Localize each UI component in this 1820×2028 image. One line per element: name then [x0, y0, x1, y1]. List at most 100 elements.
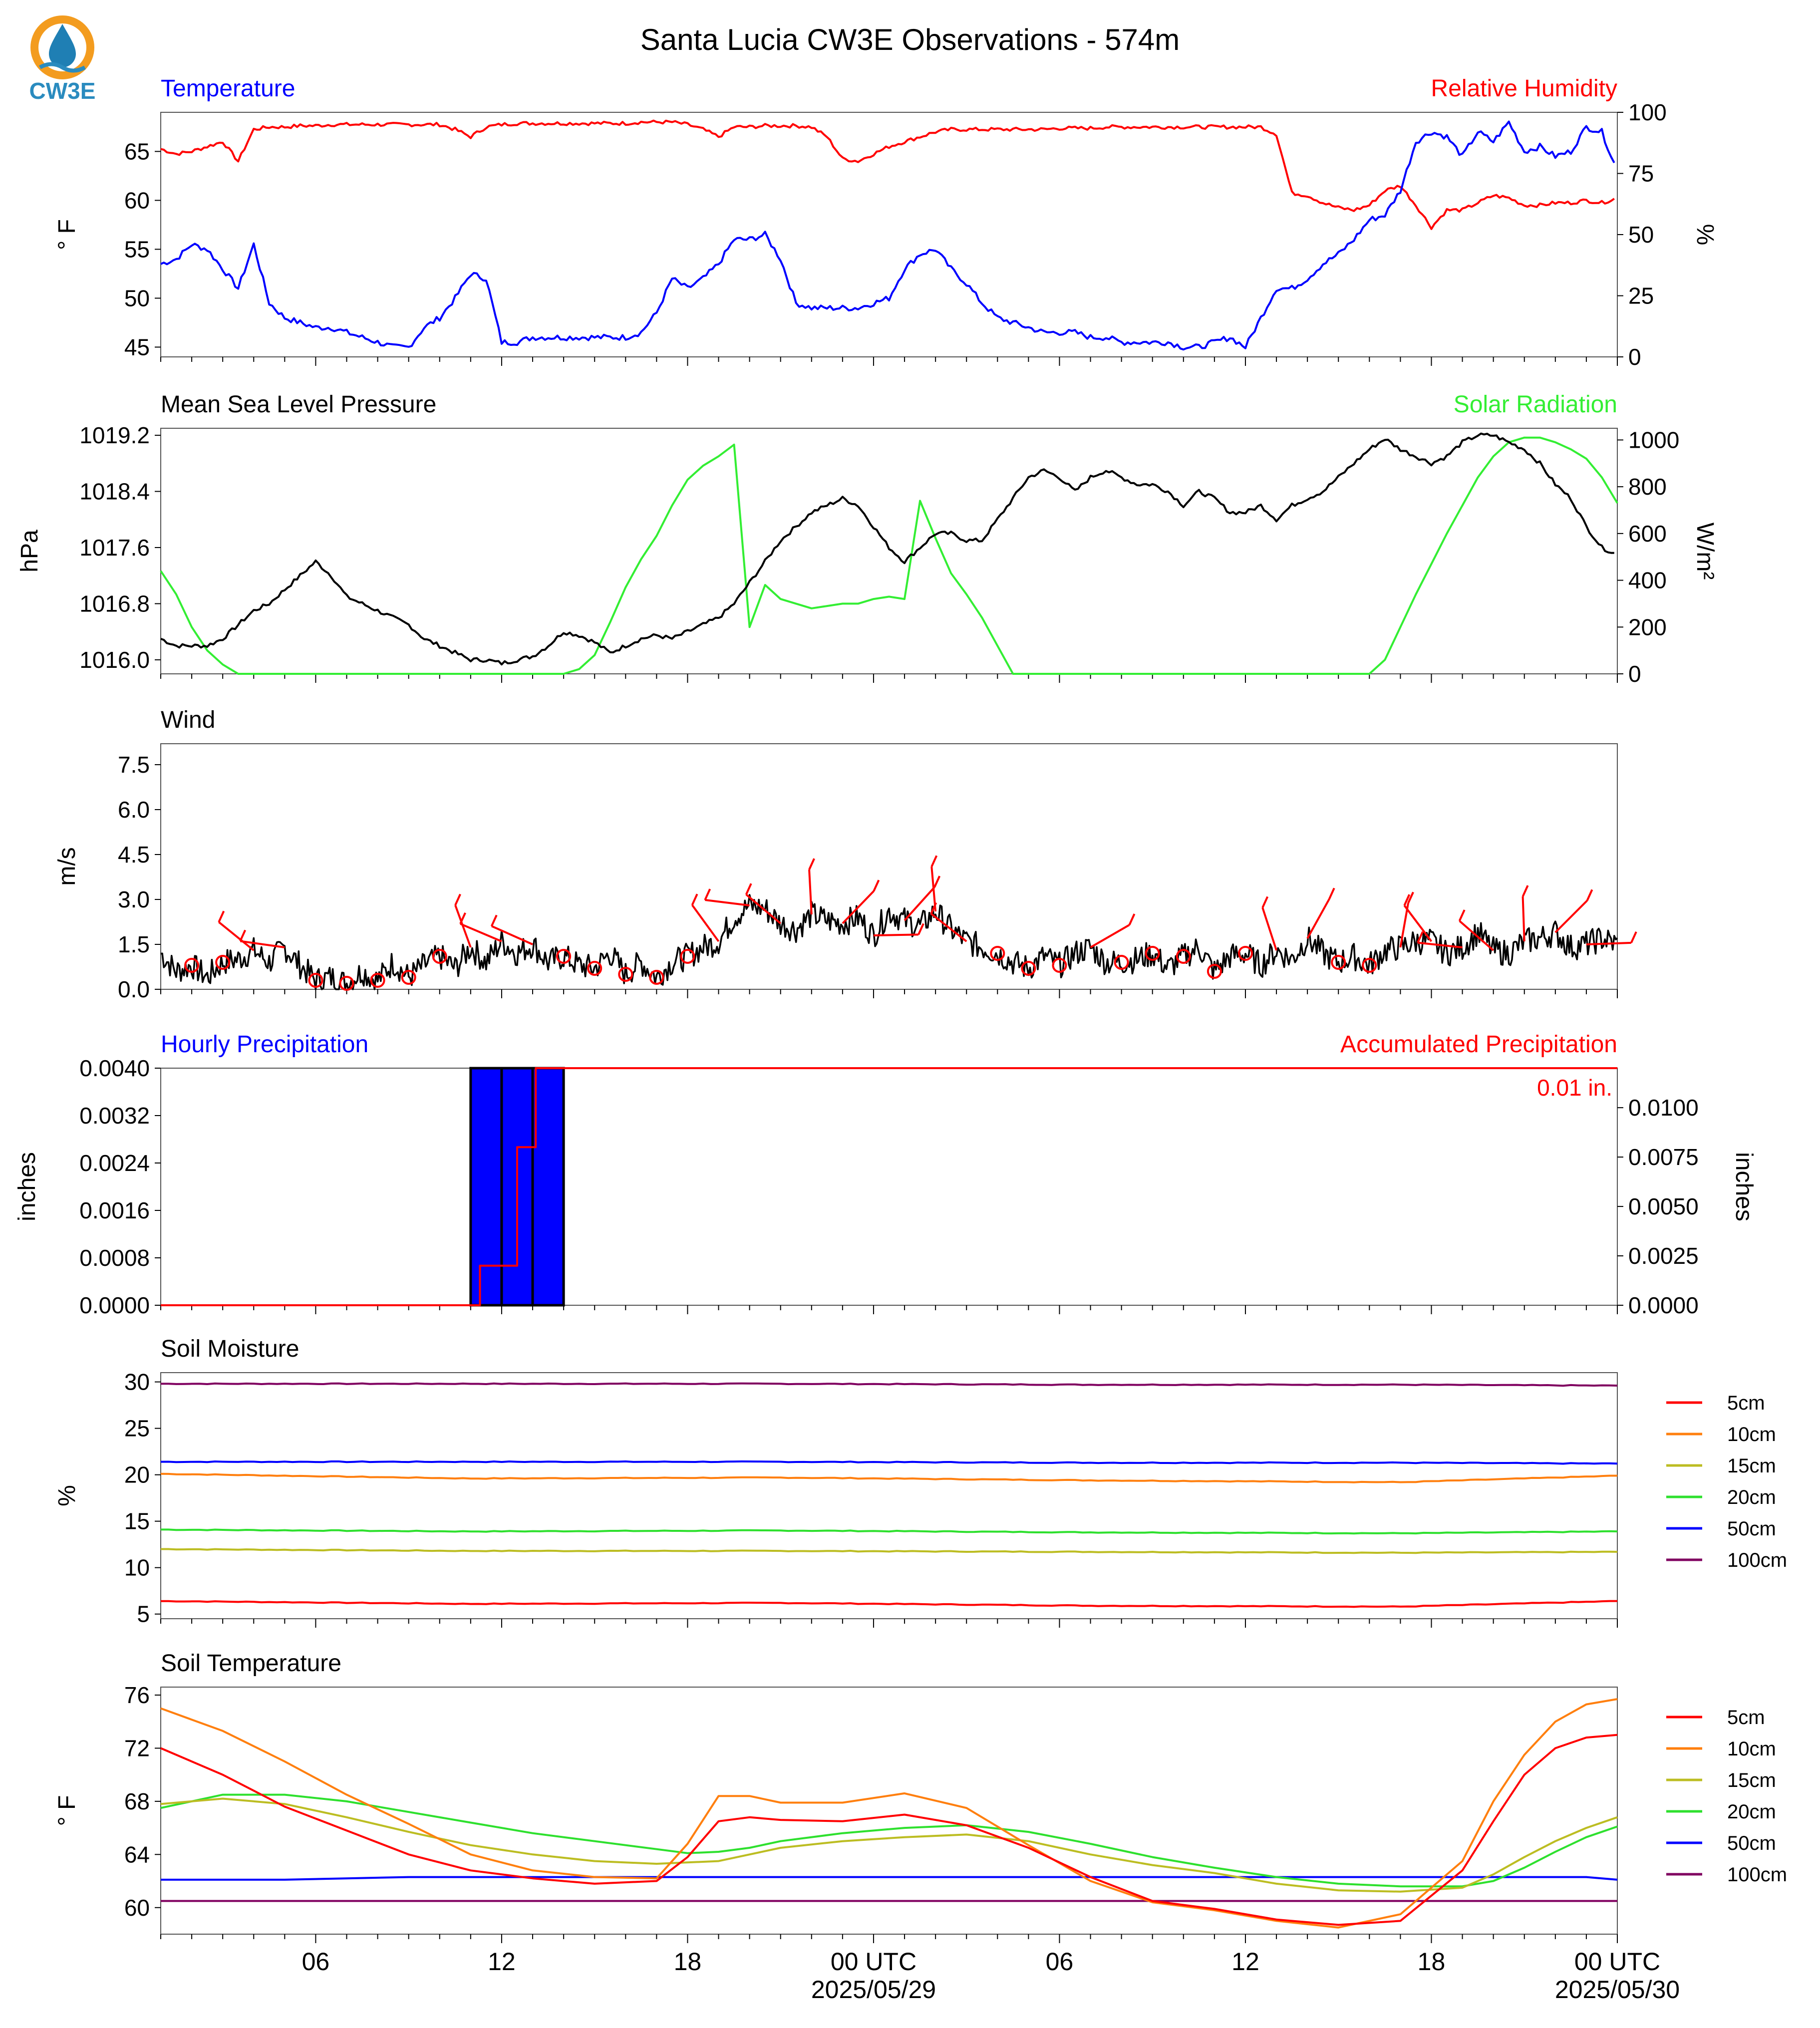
wind-barb — [808, 869, 813, 915]
y-axis-label-right: % — [1692, 224, 1718, 246]
legend-label: 5cm — [1727, 1392, 1765, 1414]
wind-barb — [1554, 899, 1588, 933]
wind-barb — [1417, 941, 1463, 948]
wind-barb-flag — [1521, 885, 1529, 897]
x-tick-label: 06 — [1046, 1948, 1074, 1976]
y-tick-label-right: 0 — [1628, 661, 1641, 687]
y-tick-label-left: 10 — [124, 1555, 150, 1581]
y-tick-label-left: 1017.6 — [79, 535, 150, 561]
y-tick-label-left: 1016.0 — [79, 647, 150, 673]
y-tick-label-left: 30 — [124, 1369, 150, 1395]
wind-barb — [491, 925, 533, 945]
cw3e-logo: CW3E — [29, 15, 95, 104]
wind-barb — [218, 921, 255, 951]
wind-barb-flag — [1407, 891, 1414, 904]
x-tick-label: 06 — [302, 1948, 330, 1976]
legend-label: 10cm — [1727, 1738, 1776, 1760]
y-tick-label-left: 65 — [124, 138, 150, 164]
y-tick-label-left: 6.0 — [118, 797, 150, 823]
precip-bar — [531, 1067, 565, 1307]
water-drop-icon — [49, 24, 76, 67]
logo-wave — [39, 62, 86, 73]
wind-barb-flag — [704, 888, 711, 900]
y-tick-label-left: 0.0040 — [79, 1055, 150, 1081]
wind-calm-circle — [556, 949, 572, 964]
y-tick-label-left: 72 — [124, 1735, 150, 1761]
wind-calm-circle — [1362, 958, 1377, 973]
y-tick-label-right: 800 — [1628, 474, 1667, 500]
wind-calm-circle — [308, 973, 323, 988]
y-axis-label-left: ° F — [54, 219, 80, 250]
y-tick-label-left: 60 — [124, 187, 150, 213]
soil-moisture-line-100cm — [160, 1382, 1618, 1387]
temperature-line — [160, 120, 1615, 351]
y-tick-label-right: 50 — [1628, 222, 1654, 248]
wind-barb-flag — [873, 879, 880, 892]
y-tick-label-right: 1000 — [1628, 427, 1679, 453]
y-tick-label-left: 1.5 — [118, 931, 150, 957]
wind-barb-flag — [239, 929, 247, 942]
legend-label: 20cm — [1727, 1801, 1776, 1823]
legend-label: 10cm — [1727, 1424, 1776, 1446]
y-tick-label-left: 68 — [124, 1788, 150, 1814]
wind-calm-circle — [1237, 946, 1253, 961]
panel-temperature: Temperature Relative Humidity 45 50 55 60 65 ° … — [54, 75, 1718, 370]
y-axis-label-right: W/m² — [1692, 523, 1718, 580]
panel-precip: Hourly Precipitation Accumulated Precipit… — [14, 1031, 1757, 1318]
soil-moisture-line-50cm — [160, 1460, 1618, 1465]
wind-barb-flag — [1458, 909, 1466, 921]
y-tick-label-left: 1018.4 — [79, 479, 150, 505]
wind-calm-circle — [618, 967, 633, 982]
y-tick-label-right: 0 — [1628, 344, 1641, 370]
y-tick-label-right: 0.0100 — [1628, 1095, 1699, 1121]
wind-barb-flag — [1417, 931, 1424, 943]
y-tick-label-right: 0.0075 — [1628, 1144, 1699, 1170]
wind-barb-flag — [490, 914, 498, 927]
wind-barb — [1459, 920, 1494, 951]
wind-calm-circle — [1176, 949, 1191, 964]
y-axis-label-left: hPa — [16, 530, 43, 573]
panel-title-left: Mean Sea Level Pressure — [161, 391, 436, 418]
y-tick-label-left: 1019.2 — [79, 422, 150, 448]
legend-label: 100cm — [1727, 1549, 1787, 1571]
wind-calm-circle — [1331, 955, 1346, 970]
x-tick-label: 18 — [1418, 1948, 1446, 1976]
panel-wind: Wind 0.0 1.5 3.0 4.5 6.0 7.5 m/s — [54, 707, 1637, 1002]
wind-barb — [240, 940, 285, 948]
y-axis-label-right: inches — [1731, 1152, 1757, 1221]
y-tick-label-left: 55 — [124, 236, 150, 262]
panel-title-right: Solar Radiation — [1454, 391, 1617, 418]
wind-barb — [705, 899, 750, 906]
y-tick-label-right: 0.0000 — [1628, 1292, 1699, 1318]
wind-barb-flag — [691, 893, 698, 906]
panel-frame — [160, 1687, 1618, 1935]
wind-barb-flag — [454, 893, 461, 906]
soil-temperature-line-10cm — [160, 1698, 1618, 1929]
wind-calm-circle — [1145, 946, 1160, 961]
wind-barb-flag — [933, 875, 941, 887]
y-tick-label-right: 600 — [1628, 521, 1667, 547]
wind-calm-circle — [680, 949, 695, 964]
y-tick-label-right: 100 — [1628, 99, 1667, 125]
humidity-line — [160, 119, 1615, 230]
precip-total-annotation: 0.01 in. — [1537, 1075, 1612, 1101]
x-tick-label: 18 — [674, 1948, 702, 1976]
panel-title-left: Hourly Precipitation — [161, 1031, 368, 1058]
soil-temperature-line-20cm — [160, 1793, 1618, 1888]
wind-barb-flag — [808, 858, 815, 870]
wind-calm-circle — [1114, 955, 1129, 970]
y-tick-label-left: 0.0024 — [79, 1150, 150, 1176]
x-tick-label: 12 — [488, 1948, 516, 1976]
soil-temperature-line-50cm — [161, 1876, 1618, 1881]
y-tick-label-left: 0.0 — [118, 976, 150, 1002]
x-date-label: 2025/05/30 — [1555, 1976, 1680, 2004]
wind-calm-circle — [215, 955, 231, 970]
y-tick-label-right: 25 — [1628, 283, 1654, 309]
y-tick-label-left: 15 — [124, 1508, 150, 1534]
accumulated-precip-line — [161, 1067, 1617, 1306]
wind-calm-circle — [990, 946, 1005, 961]
y-axis-label-left: m/s — [54, 847, 80, 885]
y-tick-label-left: 4.5 — [118, 842, 150, 868]
legend-label: 5cm — [1727, 1707, 1765, 1729]
